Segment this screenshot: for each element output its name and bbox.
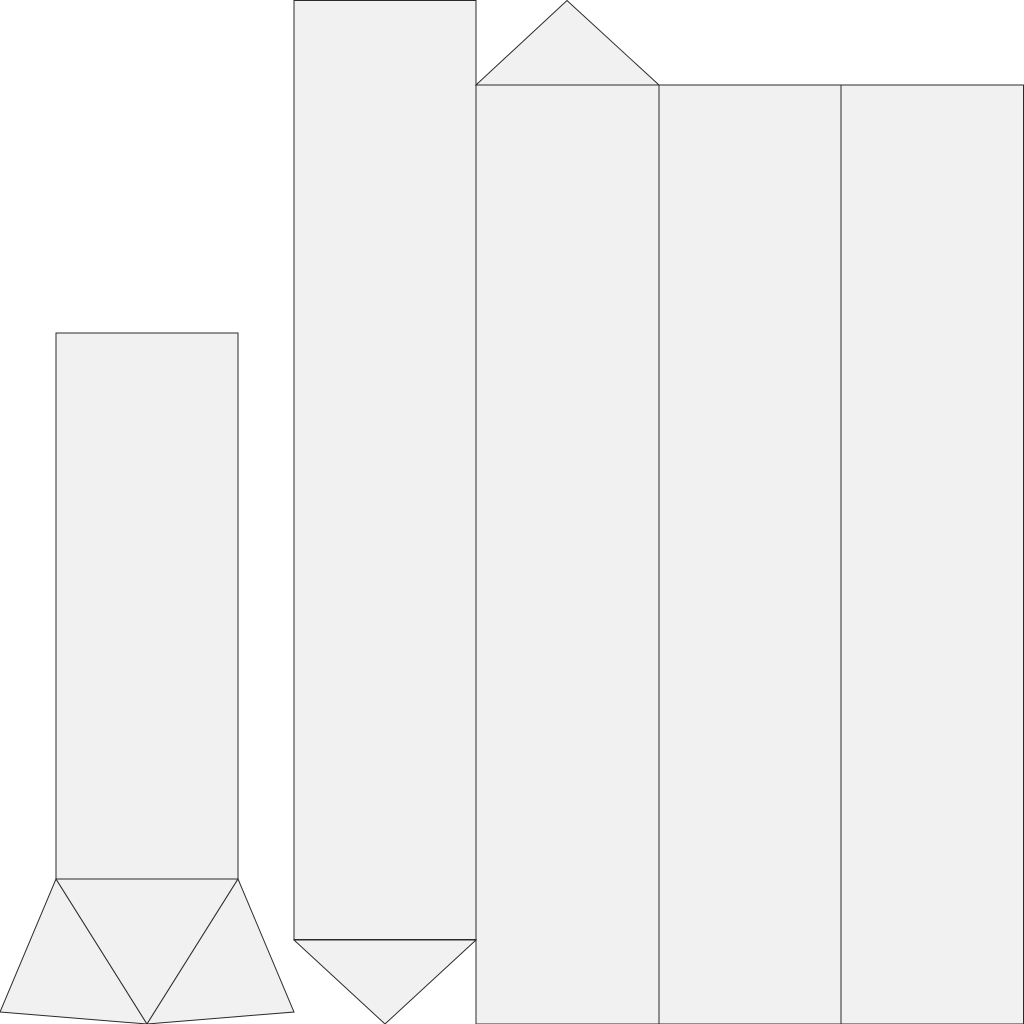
right-net-triangle-face-bottom (292, 939, 478, 1024)
right-net-rectangle-face-4 (840, 84, 1024, 1024)
right-net-rectangle-face-1 (293, 0, 477, 940)
right-net-rectangle-face-3 (658, 84, 842, 1024)
left-net-rectangle-face (55, 332, 239, 880)
right-net (292, 0, 1024, 1024)
left-net (0, 332, 295, 1024)
right-net-rectangle-face-2 (475, 84, 660, 1024)
right-net-triangle-face-top (474, 0, 661, 86)
left-net-triangle-face-right (146, 877, 295, 1024)
